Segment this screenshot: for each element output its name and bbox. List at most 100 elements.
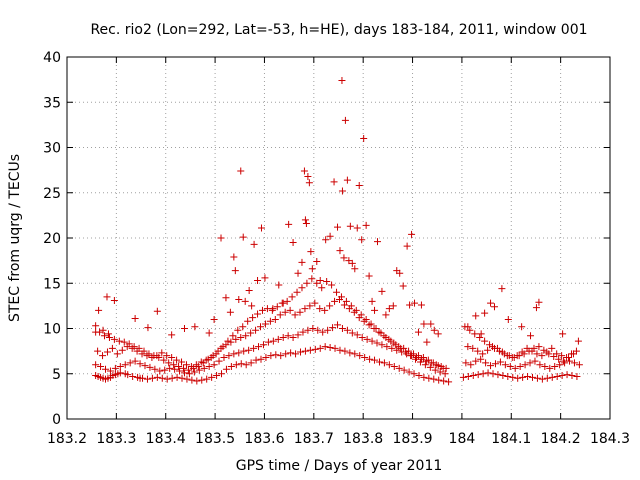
data-point [239, 323, 247, 331]
data-point [136, 360, 144, 368]
data-point [536, 361, 544, 369]
data-point [193, 377, 201, 385]
data-point [361, 353, 369, 361]
data-point [385, 305, 393, 313]
data-point [227, 363, 235, 371]
data-point [235, 349, 243, 357]
data-point [242, 361, 250, 369]
data-point [337, 293, 345, 301]
data-point [464, 372, 472, 380]
data-point [178, 374, 186, 382]
data-point [477, 355, 485, 363]
data-point [176, 367, 184, 375]
data-point [232, 335, 240, 343]
data-point [541, 363, 549, 371]
data-point [129, 372, 137, 380]
data-point [481, 337, 489, 345]
data-point [92, 328, 100, 336]
data-point [551, 363, 559, 371]
data-point [182, 361, 190, 369]
data-point [559, 330, 567, 338]
y-tick-label: 15 [43, 276, 61, 292]
data-point [504, 372, 512, 380]
data-point [308, 265, 316, 273]
data-point [316, 305, 324, 313]
data-point [97, 363, 105, 371]
data-point [396, 269, 404, 277]
data-point [118, 346, 126, 354]
data-point [411, 299, 419, 307]
data-point [435, 376, 443, 384]
data-point [357, 311, 365, 319]
data-point [430, 375, 438, 383]
data-point [406, 301, 414, 309]
data-point [329, 324, 337, 332]
data-point [526, 359, 534, 367]
data-point [569, 350, 577, 358]
data-point [528, 373, 536, 381]
data-point [400, 366, 408, 374]
data-point [115, 337, 123, 345]
data-point [511, 364, 519, 372]
data-point [219, 343, 227, 351]
data-point [166, 364, 174, 372]
data-point [558, 372, 566, 380]
data-point [358, 236, 366, 244]
data-point [178, 358, 186, 366]
data-point [333, 288, 341, 296]
y-tick-labels: 0 5 10 15 20 25 30 35 40 [43, 50, 61, 428]
data-point [116, 363, 124, 371]
data-point [284, 332, 292, 340]
y-tick-label: 25 [43, 186, 61, 202]
data-point [239, 233, 247, 241]
data-point [434, 330, 442, 338]
data-point [417, 301, 425, 309]
data-point [373, 238, 381, 246]
data-point [490, 303, 498, 311]
data-point [126, 359, 134, 367]
data-point [341, 347, 349, 355]
data-point [546, 364, 554, 372]
x-tick-label: 183.2 [47, 431, 87, 447]
data-point [316, 344, 324, 352]
data-point [245, 286, 253, 294]
data-point [382, 334, 390, 342]
data-point [331, 297, 339, 305]
data-point [259, 341, 267, 349]
data-point [334, 321, 342, 329]
data-point [279, 299, 287, 307]
data-point [322, 236, 330, 244]
data-point [490, 344, 498, 352]
data-point [121, 361, 129, 369]
data-point [510, 353, 518, 361]
data-point [180, 325, 188, 332]
data-point [466, 326, 474, 334]
data-point [296, 308, 304, 316]
data-point [389, 302, 397, 310]
y-tick-label: 35 [43, 95, 61, 111]
data-point [515, 352, 523, 360]
data-point [516, 363, 524, 371]
data-point [540, 346, 548, 354]
data-point [307, 248, 315, 256]
data-point [506, 363, 514, 371]
data-point [301, 216, 309, 224]
data-point [245, 346, 253, 354]
data-point [191, 323, 199, 331]
data-point [311, 345, 319, 353]
data-point [555, 355, 563, 363]
data-point [173, 373, 181, 381]
data-point [289, 334, 297, 342]
data-point [241, 297, 249, 305]
data-point [200, 364, 208, 372]
data-point [574, 337, 582, 345]
axis-ticks [66, 56, 611, 420]
data-point [323, 277, 331, 285]
data-point [281, 308, 289, 316]
data-point [264, 338, 272, 346]
data-point [194, 363, 202, 371]
x-tick-label: 183.8 [343, 431, 383, 447]
data-point [489, 370, 497, 378]
data-point [441, 370, 449, 378]
